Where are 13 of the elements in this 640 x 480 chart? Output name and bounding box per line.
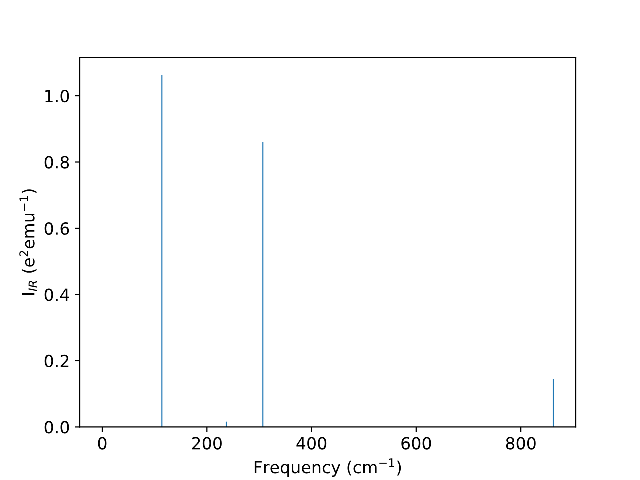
y-tick-label: 0.8 (44, 156, 70, 169)
y-tick-label: 1.0 (46, 90, 70, 103)
y-tick-label: 0.4 (44, 288, 70, 302)
y-tick-label: 0.6 (44, 222, 70, 236)
x-tick-label: 800 (506, 437, 536, 450)
y-axis-title: I$_{IR}$ (e$^{2}$emu$^{−1}$) (20, 190, 38, 296)
x-tick-label: 200 (192, 437, 222, 450)
y-tick-label: 0.0 (44, 421, 70, 434)
x-tick-label: 0 (98, 437, 107, 450)
x-axis-title: Frequency (cm$^{−1}$) (254, 458, 402, 477)
x-tick-label: 400 (296, 437, 327, 450)
x-tick-label: 600 (402, 437, 432, 450)
y-tick-label: 0.2 (44, 354, 69, 368)
